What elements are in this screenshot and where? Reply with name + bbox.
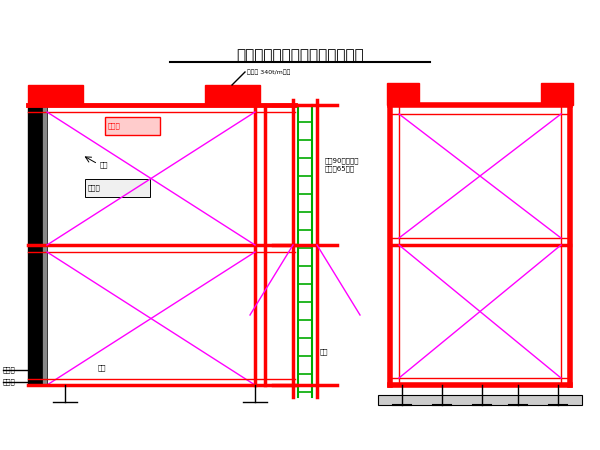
Text: 底架: 底架 [98, 364, 107, 371]
Text: 通水管: 通水管 [3, 367, 16, 374]
Bar [387, 83, 419, 105]
Bar [105, 117, 160, 135]
Text: 直管90钢管，内
装直径65钢管: 直管90钢管，内 装直径65钢管 [325, 158, 359, 172]
Bar [42, 105, 47, 385]
Bar [85, 179, 150, 197]
Bar [541, 83, 573, 105]
Bar [28, 85, 83, 105]
Text: 小型内 340t/m轻机: 小型内 340t/m轻机 [247, 69, 290, 75]
Text: 斜撑: 斜撑 [100, 162, 109, 168]
Text: 分风箱: 分风箱 [88, 184, 101, 191]
Text: 分水箱: 分水箱 [108, 123, 121, 129]
Bar [28, 105, 42, 385]
Text: 爬梯: 爬梯 [320, 349, 329, 356]
Text: 通风管: 通风管 [3, 379, 16, 385]
Bar [378, 395, 582, 405]
Bar [205, 85, 260, 105]
Text: 简易多功能作业台架结构示意图: 简易多功能作业台架结构示意图 [236, 48, 364, 63]
